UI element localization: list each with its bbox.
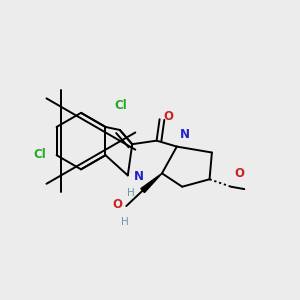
Text: O: O xyxy=(164,110,174,123)
Text: N: N xyxy=(180,128,190,141)
Polygon shape xyxy=(141,173,162,193)
Text: H: H xyxy=(128,188,135,198)
Text: Cl: Cl xyxy=(114,99,127,112)
Text: H: H xyxy=(121,217,129,227)
Text: Cl: Cl xyxy=(34,148,46,161)
Text: O: O xyxy=(112,198,122,211)
Text: O: O xyxy=(234,167,244,180)
Text: N: N xyxy=(134,169,144,182)
